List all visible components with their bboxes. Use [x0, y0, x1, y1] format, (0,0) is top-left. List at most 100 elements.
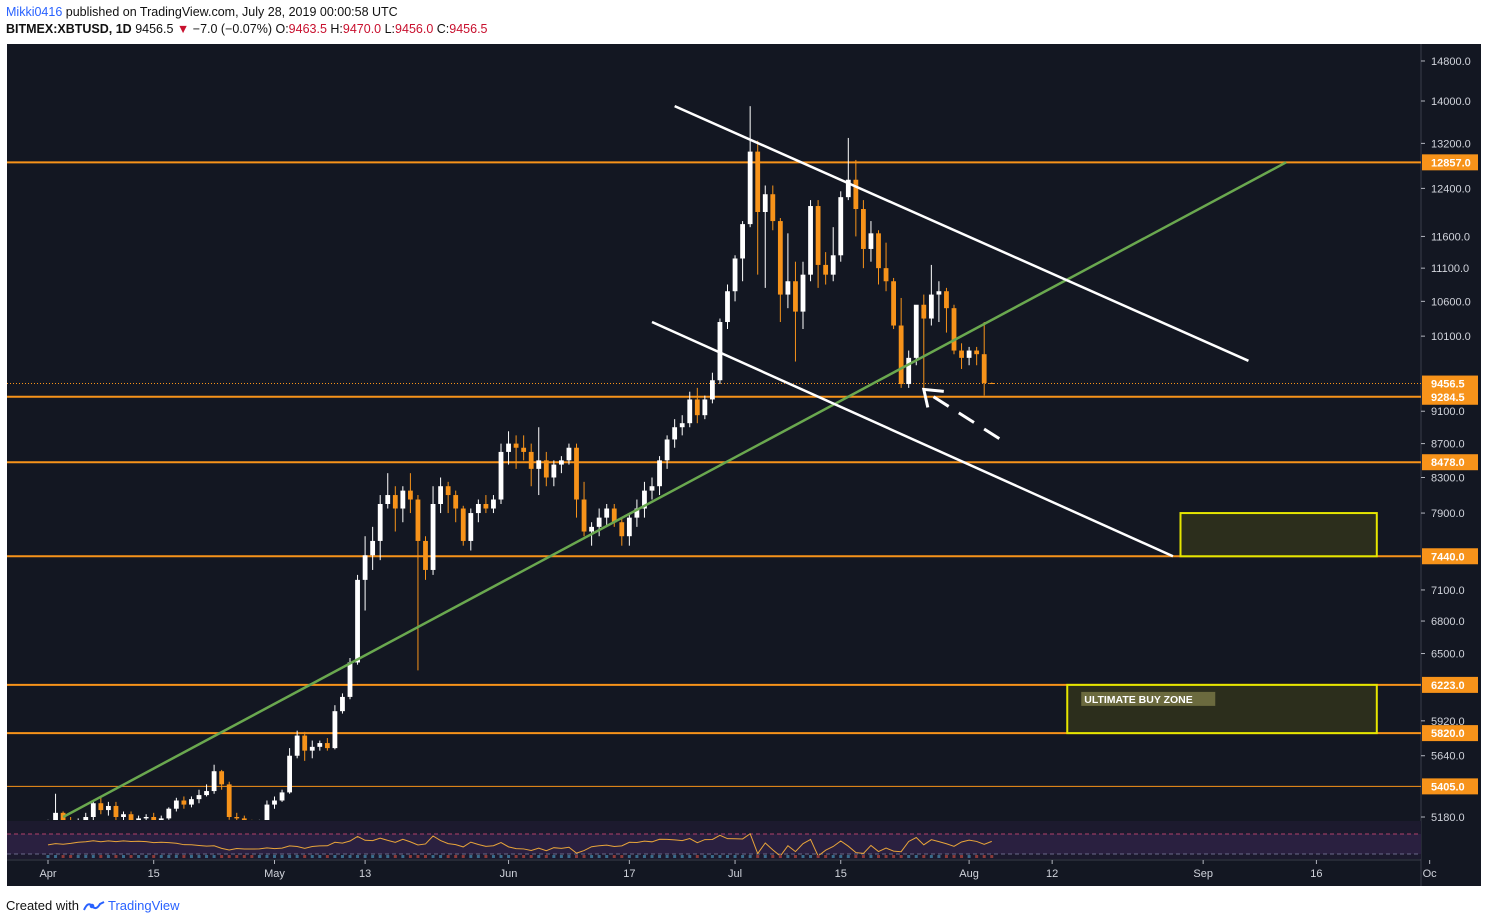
candle-body[interactable] — [672, 427, 678, 440]
candle-body[interactable] — [279, 792, 285, 801]
candle-body[interactable] — [211, 771, 217, 792]
candle-body[interactable] — [551, 464, 557, 478]
candle-body[interactable] — [264, 804, 270, 823]
candle-body[interactable] — [53, 812, 58, 826]
candle-body[interactable] — [347, 662, 353, 697]
candle-body[interactable] — [294, 735, 300, 756]
candle-body[interactable] — [981, 354, 987, 384]
candle-body[interactable] — [936, 291, 942, 295]
candle-body[interactable] — [710, 380, 715, 400]
candle-body[interactable] — [853, 179, 859, 210]
price-badge[interactable] — [1422, 388, 1478, 405]
candle-body[interactable] — [234, 817, 240, 819]
candle-body[interactable] — [898, 325, 904, 385]
candle-body[interactable] — [589, 526, 594, 532]
candle-body[interactable] — [355, 579, 360, 663]
candle-body[interactable] — [868, 233, 874, 249]
plot-background[interactable] — [7, 44, 1421, 886]
candle-body[interactable] — [98, 803, 104, 811]
candle-body[interactable] — [770, 194, 776, 222]
candle-body[interactable] — [611, 508, 617, 523]
candle-body[interactable] — [90, 803, 96, 817]
candle-body[interactable] — [226, 784, 232, 817]
price-badge[interactable] — [1422, 778, 1478, 795]
candle-body[interactable] — [370, 540, 376, 556]
candle-body[interactable] — [762, 194, 768, 213]
candle-body[interactable] — [309, 746, 315, 751]
author-link[interactable]: Mikki0416 — [6, 5, 63, 19]
indicator-pane[interactable] — [7, 821, 1421, 859]
dashed-arrow-line[interactable] — [928, 393, 1001, 440]
candle-body[interactable] — [581, 499, 587, 532]
candle-body[interactable] — [408, 490, 413, 500]
candle-body[interactable] — [460, 508, 466, 541]
candle-body[interactable] — [725, 291, 730, 323]
candle-body[interactable] — [740, 224, 745, 259]
candle-body[interactable] — [928, 294, 934, 319]
candle-body[interactable] — [513, 443, 519, 448]
symbol-label[interactable]: BITMEX:XBTUSD, 1D — [6, 22, 132, 36]
candle-body[interactable] — [861, 209, 866, 249]
candle-body[interactable] — [385, 495, 391, 505]
candle-body[interactable] — [166, 808, 172, 819]
candle-body[interactable] — [483, 504, 489, 509]
candle-body[interactable] — [204, 791, 209, 796]
candle-body[interactable] — [324, 743, 330, 749]
candle-body[interactable] — [883, 268, 889, 282]
candle-body[interactable] — [287, 755, 292, 793]
candle-body[interactable] — [423, 540, 428, 570]
candle-body[interactable] — [377, 504, 383, 541]
candle-body[interactable] — [158, 818, 164, 825]
candle-body[interactable] — [800, 274, 806, 312]
tradingview-brand[interactable]: TradingView — [83, 898, 180, 913]
candle-body[interactable] — [302, 735, 308, 751]
candle-body[interactable] — [340, 696, 345, 712]
candle-body[interactable] — [626, 517, 632, 537]
candle-body[interactable] — [574, 447, 579, 500]
candle-body[interactable] — [106, 805, 111, 811]
candle-body[interactable] — [679, 423, 685, 428]
price-badge[interactable] — [1422, 375, 1478, 392]
candle-body[interactable] — [438, 486, 443, 505]
price-badge[interactable] — [1422, 154, 1478, 171]
price-badge[interactable] — [1422, 676, 1478, 693]
candle-body[interactable] — [830, 255, 836, 275]
candle-body[interactable] — [717, 322, 723, 381]
candle-body[interactable] — [521, 447, 527, 452]
candle-body[interactable] — [181, 800, 187, 805]
candle-body[interactable] — [151, 817, 157, 825]
candle-body[interactable] — [128, 814, 134, 821]
candle-body[interactable] — [913, 304, 919, 358]
candle-body[interactable] — [392, 495, 398, 509]
candle-body[interactable] — [272, 800, 277, 805]
candle-body[interactable] — [143, 817, 149, 819]
candle-body[interactable] — [777, 221, 783, 295]
candle-body[interactable] — [959, 350, 964, 358]
candle-body[interactable] — [793, 281, 798, 312]
candle-body[interactable] — [732, 258, 738, 292]
candle-body[interactable] — [332, 711, 338, 749]
candle-body[interactable] — [966, 350, 972, 358]
price-badge[interactable] — [1422, 548, 1478, 565]
candle-body[interactable] — [173, 800, 179, 809]
candle-body[interactable] — [453, 495, 459, 509]
candle-body[interactable] — [566, 447, 572, 461]
price-badge[interactable] — [1422, 454, 1478, 471]
candle-body[interactable] — [430, 504, 436, 570]
candle-body[interactable] — [400, 490, 406, 509]
candle-body[interactable] — [664, 439, 670, 461]
candle-body[interactable] — [415, 499, 421, 541]
candle-body[interactable] — [475, 504, 481, 514]
candle-body[interactable] — [808, 206, 813, 275]
candle-body[interactable] — [445, 486, 451, 496]
candle-body[interactable] — [136, 818, 141, 821]
candle-body[interactable] — [921, 304, 927, 319]
candle-body[interactable] — [944, 291, 949, 309]
candle-body[interactable] — [121, 814, 126, 817]
candle-body[interactable] — [362, 555, 368, 580]
candle-body[interactable] — [823, 264, 829, 275]
candle-body[interactable] — [891, 281, 896, 326]
candle-body[interactable] — [642, 490, 647, 509]
candle-body[interactable] — [845, 179, 851, 198]
